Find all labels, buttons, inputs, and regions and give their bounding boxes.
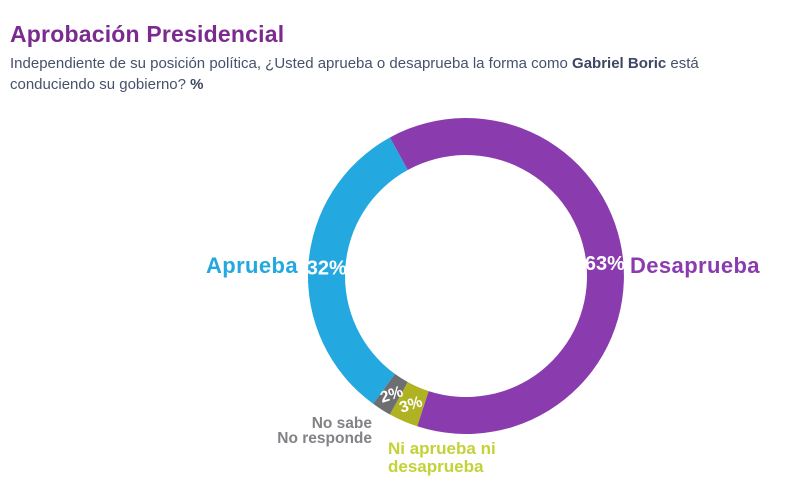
no-sabe-label: No sabe No responde [277, 415, 372, 447]
subtitle-text-2: está conduciendo su gobierno? [10, 55, 699, 93]
no-sabe-label-line1: No sabe [311, 415, 372, 432]
subtitle-president-name: Gabriel Boric [572, 55, 667, 72]
donut-segment-value-label-1: 3% [397, 394, 424, 417]
donut-segment-value-label-0: 63% [585, 253, 625, 275]
donut-segment-3 [307, 137, 408, 404]
subtitle-percent-sign: % [190, 76, 204, 93]
donut-segment-1 [389, 382, 429, 427]
donut-segment-2 [373, 373, 408, 415]
donut-segment-value-label-2: 2% [378, 383, 405, 406]
chart-subtitle: Independiente de su posición política, ¿… [10, 53, 755, 95]
donut-segment-0 [389, 118, 624, 435]
subtitle-text-1: Independiente de su posición política, ¿… [10, 55, 573, 72]
ni-aprueba-label: Ni aprueba ni desaprueba [388, 440, 496, 476]
ni-aprueba-label-line2: desaprueba [388, 457, 484, 476]
page-title: Aprobación Presidencial [10, 21, 285, 48]
donut-segment-value-label-3: 32% [307, 257, 347, 279]
ni-aprueba-label-line1: Ni aprueba ni [388, 439, 496, 458]
aprueba-label: Aprueba [205, 253, 298, 278]
desaprueba-label: Desaprueba [630, 253, 760, 278]
no-sabe-label-line2: No responde [277, 430, 372, 447]
